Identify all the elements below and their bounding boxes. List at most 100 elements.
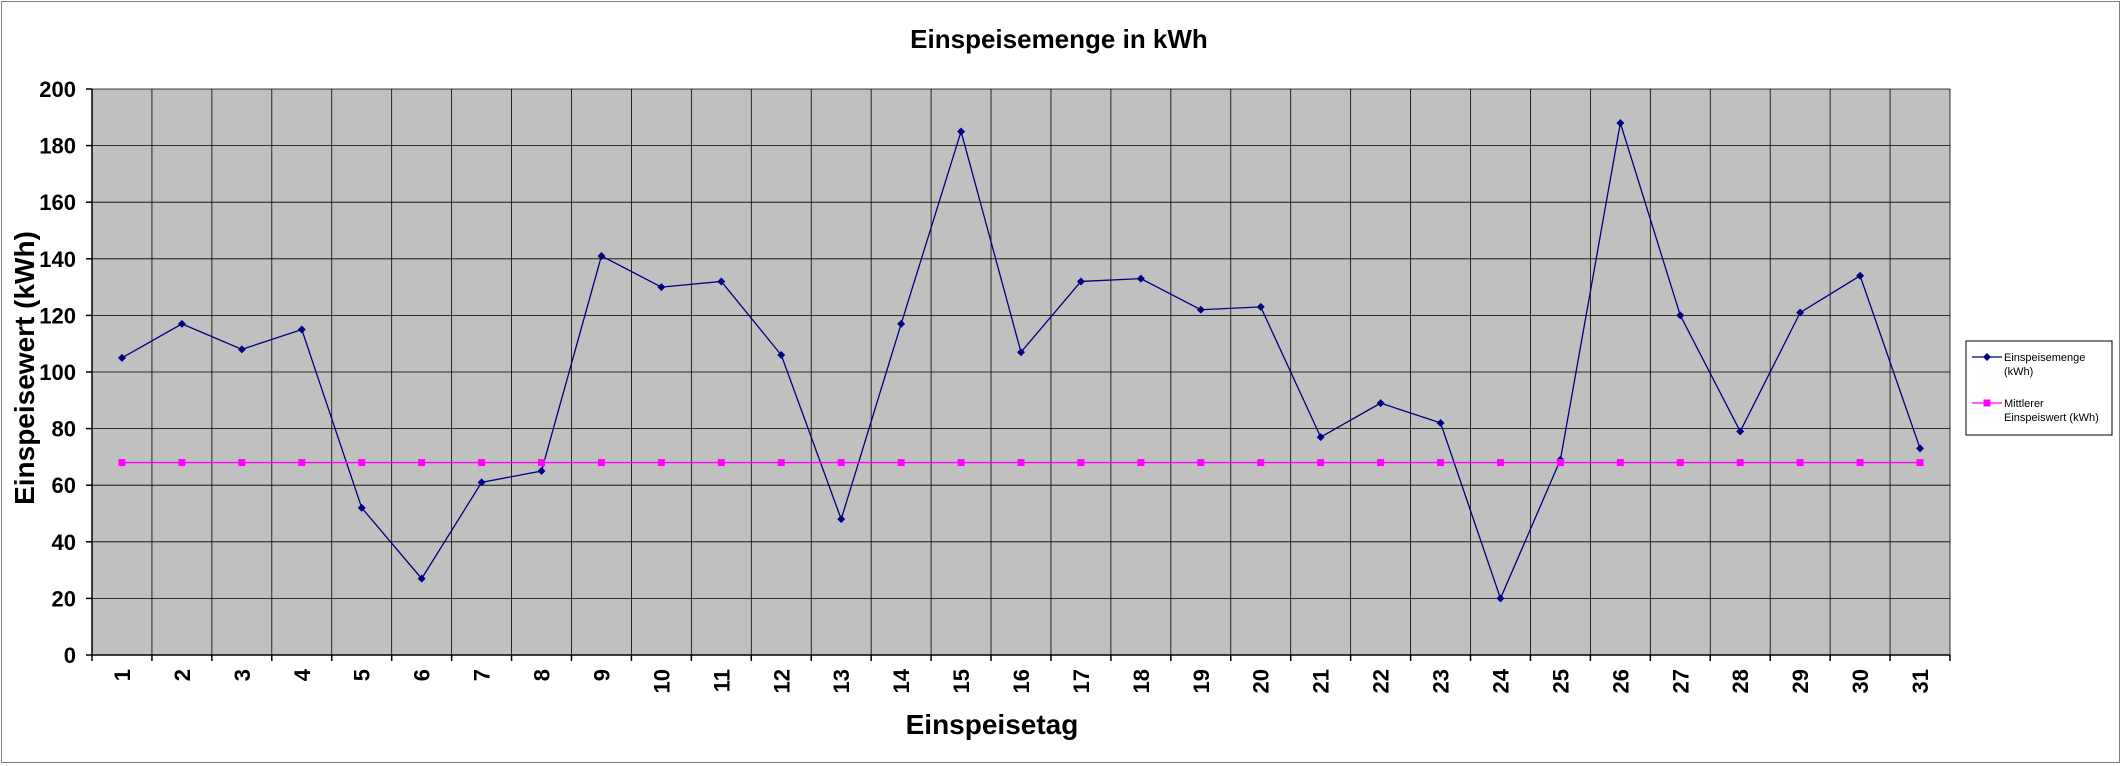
y-tick-label: 140: [39, 247, 76, 272]
y-tick-label: 40: [52, 530, 76, 555]
x-tick-label: 22: [1369, 669, 1394, 693]
x-tick-label: 25: [1548, 669, 1573, 693]
x-tick-label: 3: [230, 669, 255, 681]
data-point: [298, 459, 306, 467]
data-point: [537, 467, 546, 476]
y-axis-title: Einspeisewert (kWh): [9, 231, 40, 505]
x-tick-label: 9: [589, 669, 614, 681]
x-tick-label: 4: [290, 668, 315, 681]
data-point: [1616, 118, 1625, 127]
data-point: [178, 459, 186, 467]
data-point: [1136, 274, 1145, 283]
x-axis-title: Einspeisetag: [906, 709, 1079, 740]
x-tick-label: 18: [1129, 669, 1154, 693]
y-tick-label: 200: [39, 77, 76, 102]
y-tick-label: 160: [39, 190, 76, 215]
data-point: [237, 345, 246, 354]
y-tick-label: 100: [39, 360, 76, 385]
data-point: [1316, 433, 1325, 442]
data-point: [957, 127, 966, 136]
x-tick-label: 27: [1668, 669, 1693, 693]
data-point: [657, 459, 665, 467]
data-point: [1256, 302, 1265, 311]
data-point: [177, 319, 186, 328]
data-point: [477, 478, 486, 487]
x-tick-label: 17: [1069, 669, 1094, 693]
data-point: [1856, 459, 1864, 467]
data-point: [1437, 459, 1445, 467]
x-tick-label: 11: [709, 669, 734, 692]
series-layer: [117, 118, 1925, 603]
data-point: [897, 459, 905, 467]
y-tick-label: 0: [64, 643, 76, 668]
x-tick-label: 1: [110, 669, 135, 681]
data-point: [1197, 459, 1205, 467]
x-tick-label: 19: [1189, 669, 1214, 693]
x-tick-label: 2: [170, 669, 195, 681]
y-tick-label: 120: [39, 303, 76, 328]
data-point: [1017, 459, 1025, 467]
series-1: [117, 118, 1925, 603]
legend-label: Einspeisemenge (kWh): [2004, 352, 2085, 378]
x-tick-label: 28: [1728, 669, 1753, 693]
data-point: [1916, 459, 1924, 467]
x-tick-label: 5: [350, 669, 375, 681]
data-point: [717, 459, 725, 467]
data-point: [1317, 459, 1325, 467]
legend-label: Mittlerer Einspeiswert (kWh): [2004, 398, 2099, 424]
data-point: [357, 503, 366, 512]
data-point: [1796, 459, 1804, 467]
x-tick-label: 13: [829, 669, 854, 693]
data-point: [597, 459, 605, 467]
x-tick-label: 8: [530, 669, 555, 681]
data-point: [1676, 311, 1685, 320]
y-tick-label: 80: [52, 417, 76, 442]
legend-item: Mittlerer Einspeiswert (kWh): [1972, 398, 2099, 424]
data-point: [837, 459, 845, 467]
x-tick-label: 21: [1309, 669, 1334, 693]
data-point: [1856, 271, 1865, 280]
data-point: [957, 459, 965, 467]
data-point: [1796, 308, 1805, 317]
legend: Einspeisemenge (kWh) Mittlerer Einspeiswert…: [1965, 340, 2113, 436]
x-tick-labels: 1 2 3 4 5 6 7 8 9 10 11 12 13 14 15 16 17 18 19 20 21 22 23 24 2…: [110, 668, 1933, 693]
data-point: [1496, 459, 1504, 467]
data-point: [837, 515, 846, 524]
x-tick-label: 26: [1608, 669, 1633, 693]
data-point: [1257, 459, 1265, 467]
data-point: [117, 353, 126, 362]
x-tick-label: 24: [1488, 668, 1513, 693]
data-point: [538, 459, 546, 467]
data-point: [1077, 459, 1085, 467]
chart-title: Einspeisemenge in kWh: [910, 24, 1208, 54]
x-tick-label: 23: [1429, 669, 1454, 693]
y-tick-label: 60: [52, 473, 76, 498]
x-tick-label: 10: [649, 669, 674, 693]
data-point: [1376, 399, 1385, 408]
x-tick-label: 31: [1908, 669, 1933, 693]
legend-marker: [1983, 353, 1991, 361]
data-point: [1736, 427, 1745, 436]
y-tick-labels: 0 20 40 60 80 100 120 140 160 180 200: [39, 77, 76, 668]
data-point: [1196, 305, 1205, 314]
data-point: [1076, 277, 1085, 286]
x-tick-label: 29: [1788, 669, 1813, 693]
x-tick-label: 30: [1848, 669, 1873, 693]
data-point: [1676, 459, 1684, 467]
data-point: [597, 251, 606, 260]
data-point: [1496, 594, 1505, 603]
y-tick-label: 20: [52, 586, 76, 611]
data-point: [657, 283, 666, 292]
x-tick-label: 12: [769, 669, 794, 693]
data-point: [897, 319, 906, 328]
x-tick-label: 7: [470, 669, 495, 681]
x-tick-label: 14: [889, 668, 914, 693]
data-point: [478, 459, 486, 467]
data-point: [417, 574, 426, 583]
data-point: [1137, 459, 1145, 467]
data-point: [777, 459, 785, 467]
data-point: [1436, 418, 1445, 427]
data-point: [1017, 348, 1025, 357]
